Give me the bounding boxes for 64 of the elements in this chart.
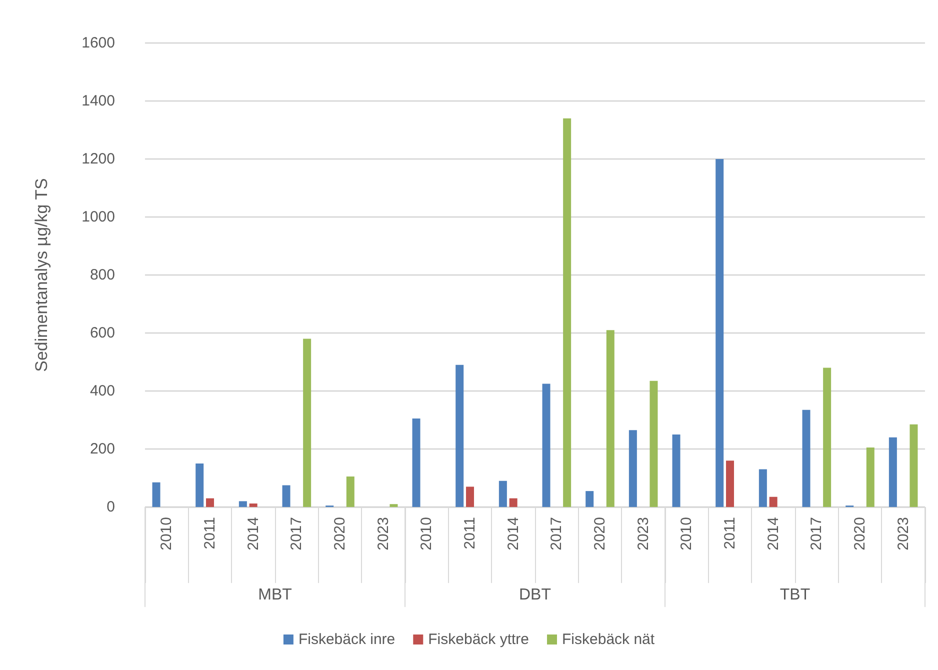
x-tick-label: 2023	[374, 517, 392, 550]
bar	[466, 486, 474, 507]
x-tick-label: 2010	[418, 517, 436, 550]
bar	[412, 418, 420, 507]
bar	[758, 469, 767, 507]
bar	[910, 424, 918, 507]
bar	[282, 485, 290, 507]
x-tick-label: 2020	[332, 517, 348, 550]
y-tick-label: 1600	[82, 34, 115, 52]
y-tick-label: 800	[90, 266, 115, 284]
x-tick-label: 2020	[592, 517, 608, 550]
x-tick-label: 2014	[764, 517, 782, 550]
bar	[303, 338, 312, 507]
bar	[542, 384, 550, 507]
x-tick-label: 2020	[852, 517, 868, 550]
bar	[888, 437, 897, 507]
bar	[628, 430, 637, 507]
x-tick-label: 2014	[244, 517, 262, 550]
y-tick-label: 1000	[82, 208, 115, 226]
bar	[672, 434, 680, 507]
x-tick-label: 2017	[808, 517, 826, 550]
x-tick-label: 2011	[722, 517, 738, 550]
y-tick-label: 1200	[82, 150, 115, 168]
bar	[390, 504, 398, 507]
y-tick-label: 200	[90, 440, 115, 458]
bar	[823, 368, 832, 507]
bar	[456, 364, 464, 507]
x-tick-label: 2011	[202, 517, 218, 550]
bar	[238, 501, 247, 507]
text: DBT	[519, 586, 552, 604]
x-tick-label: 2011	[462, 517, 478, 550]
legend-label: Fiskebäck nät	[562, 631, 656, 648]
y-tick-label: 400	[90, 382, 115, 400]
bar	[249, 504, 258, 507]
bar	[769, 496, 778, 507]
y-axis-title: Sedimentanalys µg/kg TS	[32, 178, 51, 372]
y-tick-label: 0	[106, 498, 115, 516]
bar	[726, 460, 734, 507]
bar	[498, 480, 507, 507]
y-tick-label: 600	[90, 324, 115, 342]
bar	[606, 330, 614, 507]
bar	[196, 464, 204, 507]
bar	[206, 498, 214, 507]
x-tick-label: 2010	[158, 517, 176, 550]
x-tick-label: 2014	[504, 517, 522, 550]
x-tick-label: 2017	[288, 517, 306, 550]
bar	[509, 498, 518, 507]
x-tick-label: 2017	[548, 517, 566, 550]
bar	[802, 410, 810, 507]
x-tick-label: 2010	[678, 517, 696, 550]
text: MBT	[258, 586, 292, 604]
x-tick-label: 2023	[634, 517, 652, 550]
legend-label: Fiskebäck inre	[298, 631, 396, 648]
text: TBT	[780, 586, 810, 604]
y-tick-label: 1400	[82, 92, 115, 110]
legend-label: Fiskebäck yttre	[428, 631, 530, 648]
bar	[716, 159, 724, 507]
bar	[152, 482, 160, 507]
x-tick-label: 2023	[894, 517, 912, 550]
bar	[346, 476, 354, 507]
bar	[563, 118, 572, 507]
bar	[650, 380, 658, 507]
bar	[586, 491, 594, 507]
bar	[866, 448, 874, 507]
